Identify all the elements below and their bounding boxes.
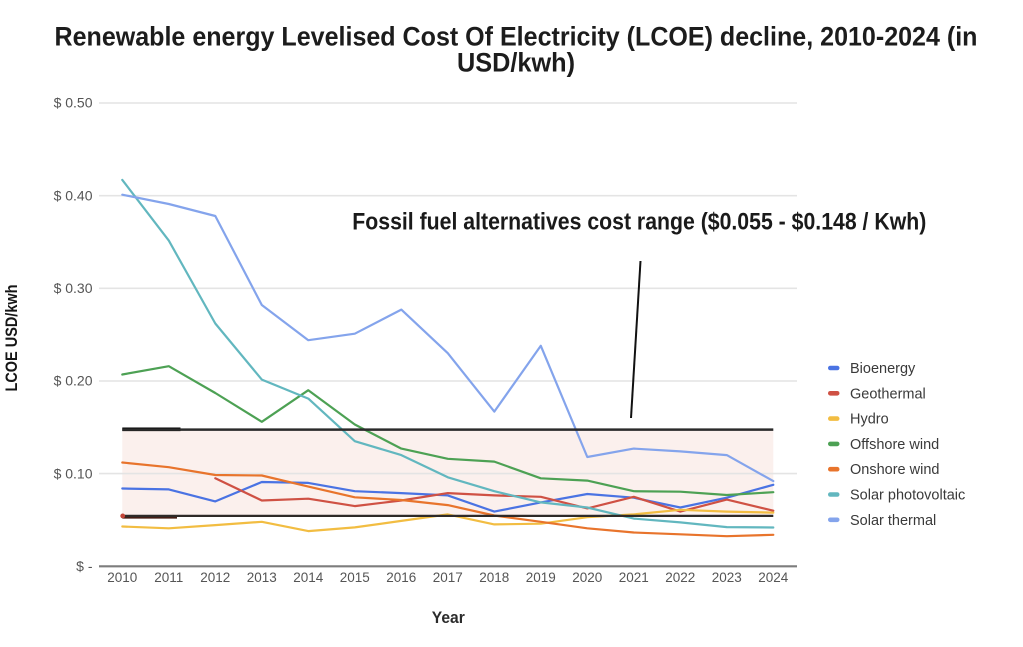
svg-text:LCOE USD/kwh: LCOE USD/kwh — [3, 285, 21, 392]
svg-text:Fossil fuel alternatives cost: Fossil fuel alternatives cost range ($0.… — [352, 208, 926, 235]
svg-text:2017: 2017 — [433, 570, 463, 585]
svg-text:Bioenergy: Bioenergy — [850, 361, 916, 377]
svg-text:2018: 2018 — [479, 570, 509, 585]
svg-text:$ 0.40: $ 0.40 — [54, 187, 93, 203]
svg-text:$ 0.50: $ 0.50 — [54, 95, 93, 111]
svg-text:$ 0.10: $ 0.10 — [54, 465, 93, 481]
svg-text:$ 0.20: $ 0.20 — [54, 373, 93, 389]
svg-text:2016: 2016 — [386, 570, 416, 585]
svg-text:2021: 2021 — [619, 570, 649, 585]
svg-text:Hydro: Hydro — [850, 412, 889, 428]
svg-text:Onshore wind: Onshore wind — [850, 462, 939, 478]
svg-text:Solar photovoltaic: Solar photovoltaic — [850, 488, 965, 504]
svg-text:2010: 2010 — [107, 570, 137, 585]
svg-text:2019: 2019 — [526, 570, 556, 585]
svg-text:2020: 2020 — [572, 570, 602, 585]
svg-text:Geothermal: Geothermal — [850, 386, 926, 402]
svg-text:$ 0.30: $ 0.30 — [54, 280, 93, 296]
svg-text:2022: 2022 — [665, 570, 695, 585]
svg-text:USD/kwh): USD/kwh) — [457, 47, 575, 77]
svg-text:Year: Year — [432, 609, 466, 627]
svg-text:2015: 2015 — [340, 570, 370, 585]
svg-text:2024: 2024 — [758, 570, 789, 585]
svg-text:2013: 2013 — [247, 570, 277, 585]
svg-text:2023: 2023 — [712, 570, 742, 585]
svg-text:$ -: $ - — [76, 558, 93, 574]
svg-text:2012: 2012 — [200, 570, 230, 585]
svg-text:Solar thermal: Solar thermal — [850, 513, 936, 529]
svg-text:Offshore wind: Offshore wind — [850, 437, 939, 453]
svg-text:2014: 2014 — [293, 570, 324, 585]
svg-text:Renewable energy Levelised Cos: Renewable energy Levelised Cost Of Elect… — [55, 22, 978, 52]
svg-text:2011: 2011 — [154, 570, 183, 585]
